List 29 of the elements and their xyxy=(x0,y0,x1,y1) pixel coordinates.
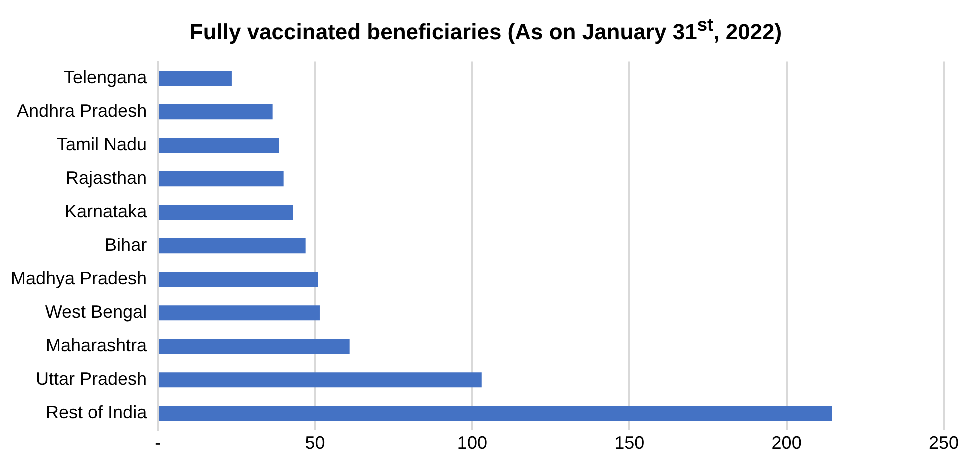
y-tick-label: Rajasthan xyxy=(66,168,148,188)
y-tick-label: Bihar xyxy=(105,235,148,256)
bar xyxy=(159,372,482,388)
chart-title: Fully vaccinated beneficiaries (As on January 31$^{st}$, 2022) xyxy=(188,13,784,46)
y-tick-label: Uttar Pradesh xyxy=(36,369,148,390)
bar xyxy=(159,406,832,422)
bar xyxy=(159,138,280,154)
bar xyxy=(159,71,232,86)
y-tick-label: Rest of India xyxy=(46,402,148,423)
bar xyxy=(159,339,350,354)
bar xyxy=(159,272,318,288)
bar xyxy=(159,104,273,120)
bar xyxy=(159,238,306,254)
y-tick-label: Andhra Pradesh xyxy=(16,101,148,122)
y-tick-label: Tamil Nadu xyxy=(57,134,148,155)
x-tick-label: 150 xyxy=(614,433,645,454)
y-tick-label: Madhya Pradesh xyxy=(10,268,148,289)
y-tick-label: West Bengal xyxy=(45,302,148,322)
bar xyxy=(159,205,294,220)
x-tick-label: 250 xyxy=(928,433,960,454)
bar xyxy=(159,172,284,187)
x-tick-label: 200 xyxy=(772,433,802,454)
y-tick-label: Karnataka xyxy=(65,202,148,222)
x-tick-label: 50 xyxy=(305,433,326,454)
x-tick-label: - xyxy=(155,433,162,454)
x-tick-label: 100 xyxy=(457,433,488,454)
bar xyxy=(159,306,320,321)
y-tick-label: Telengana xyxy=(64,68,148,88)
y-tick-label: Maharashtra xyxy=(46,336,148,356)
